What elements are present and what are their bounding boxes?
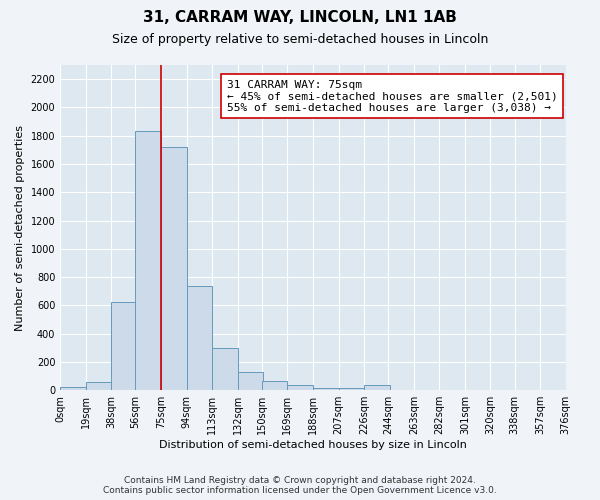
Bar bbox=[187, 286, 212, 390]
Y-axis label: Number of semi-detached properties: Number of semi-detached properties bbox=[15, 124, 25, 330]
Bar bbox=[111, 302, 137, 390]
Text: Contains HM Land Registry data © Crown copyright and database right 2024.
Contai: Contains HM Land Registry data © Crown c… bbox=[103, 476, 497, 495]
Bar bbox=[262, 381, 287, 390]
Text: 31, CARRAM WAY, LINCOLN, LN1 1AB: 31, CARRAM WAY, LINCOLN, LN1 1AB bbox=[143, 10, 457, 25]
Text: 31 CARRAM WAY: 75sqm
← 45% of semi-detached houses are smaller (2,501)
55% of se: 31 CARRAM WAY: 75sqm ← 45% of semi-detac… bbox=[227, 80, 558, 113]
Text: Size of property relative to semi-detached houses in Lincoln: Size of property relative to semi-detach… bbox=[112, 32, 488, 46]
Bar bbox=[313, 388, 338, 390]
Bar bbox=[212, 348, 238, 390]
Bar bbox=[364, 384, 389, 390]
Bar bbox=[238, 372, 263, 390]
Bar bbox=[86, 382, 111, 390]
Bar bbox=[161, 147, 187, 390]
Bar bbox=[136, 132, 161, 390]
X-axis label: Distribution of semi-detached houses by size in Lincoln: Distribution of semi-detached houses by … bbox=[159, 440, 467, 450]
Bar bbox=[287, 386, 313, 390]
Bar bbox=[338, 388, 364, 390]
Bar bbox=[60, 388, 86, 390]
